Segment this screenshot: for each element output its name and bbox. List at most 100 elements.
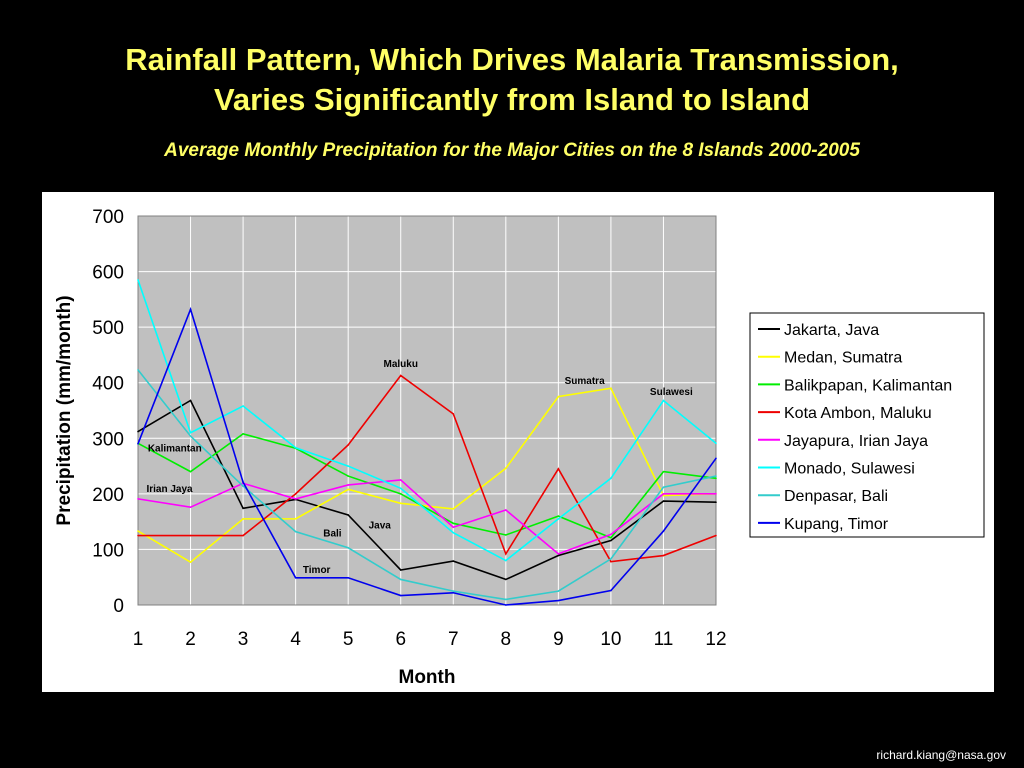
data-point	[505, 598, 507, 601]
x-tick-label: 4	[290, 629, 301, 650]
slide-title-line-1: Rainfall Pattern, Which Drives Malaria T…	[125, 42, 899, 77]
data-point	[347, 488, 349, 491]
data-point	[399, 479, 402, 481]
legend-entry: Kota Ambon, Maluku	[784, 405, 932, 422]
data-point	[137, 498, 139, 500]
data-point	[610, 533, 612, 536]
data-point	[452, 522, 455, 525]
legend-entry: Balikpapan, Kalimantan	[784, 377, 952, 394]
data-point	[715, 457, 717, 460]
data-point	[347, 444, 349, 446]
data-point	[452, 590, 455, 592]
data-point	[505, 534, 507, 536]
data-point	[347, 514, 349, 516]
plot-border	[137, 215, 717, 606]
data-point	[715, 475, 717, 477]
data-point	[399, 374, 402, 377]
data-point	[610, 539, 612, 542]
data-point	[294, 518, 297, 520]
data-point	[137, 430, 139, 433]
x-tick-label: 5	[343, 629, 354, 650]
data-point	[715, 534, 717, 537]
data-point	[557, 468, 560, 470]
data-point	[610, 477, 612, 480]
data-point	[189, 431, 192, 434]
data-point	[662, 486, 665, 488]
x-tick-label: 9	[553, 629, 564, 650]
data-point	[347, 475, 349, 477]
data-point	[347, 484, 349, 486]
annotation-label: Java	[369, 520, 392, 531]
data-point	[137, 530, 139, 532]
annotation-label: Sumatra	[565, 376, 605, 387]
legend-entry: Denpasar, Bali	[784, 488, 888, 505]
data-point	[189, 470, 192, 473]
data-point	[610, 560, 612, 563]
data-point	[452, 591, 455, 594]
data-point	[452, 413, 455, 415]
data-point	[347, 546, 349, 549]
chart-panel: 0 100 200 300 400 500 600 700 1 2 3 4 5 6 7 8 9 10 11 12 Mon…	[42, 192, 994, 692]
data-point	[505, 559, 507, 562]
data-point	[662, 530, 665, 532]
data-point	[557, 515, 560, 517]
y-tick-label: 100	[92, 540, 124, 561]
data-point	[189, 399, 192, 402]
data-point	[662, 399, 665, 402]
data-point	[294, 576, 297, 579]
data-point	[242, 485, 244, 487]
data-point	[452, 531, 455, 534]
x-tick-label: 3	[238, 629, 249, 650]
data-point	[347, 465, 349, 467]
data-point	[189, 561, 192, 564]
x-axis-title: Month	[399, 667, 456, 688]
data-point	[399, 502, 402, 505]
annotation-label: Bali	[323, 529, 342, 540]
data-point	[557, 395, 560, 398]
data-point	[557, 518, 560, 520]
annotation-label: Sulawesi	[650, 387, 693, 398]
data-point	[557, 590, 560, 592]
x-tick-label: 2	[185, 629, 196, 650]
y-tick-label: 300	[92, 429, 124, 450]
data-point	[242, 534, 244, 537]
legend-entry: Jakarta, Java	[784, 322, 879, 339]
x-tick-label: 12	[705, 629, 726, 650]
legend-entry: Monado, Sulawesi	[784, 461, 915, 478]
data-point	[294, 498, 297, 500]
y-tick-label: 200	[92, 485, 124, 506]
y-axis-title: Precipitation (mm/month)	[54, 295, 75, 525]
data-point	[715, 442, 717, 445]
data-point	[662, 554, 665, 557]
annotation-label: Irian Jaya	[146, 484, 193, 495]
author-email: richard.kiang@nasa.gov	[876, 748, 1006, 762]
data-point	[557, 554, 560, 557]
legend-entry: Jayapura, Irian Jaya	[784, 433, 928, 450]
series-line	[137, 306, 717, 606]
y-tick-label: 400	[92, 374, 124, 395]
x-tick-label: 11	[654, 629, 674, 650]
data-point	[505, 578, 507, 581]
data-point	[347, 576, 349, 579]
data-point	[399, 487, 402, 490]
data-point	[399, 594, 402, 597]
data-point	[137, 279, 139, 281]
data-point	[189, 308, 192, 311]
data-point	[662, 500, 665, 502]
series-line	[137, 369, 717, 601]
legend-entry: Kupang, Timor	[784, 516, 889, 533]
data-point	[662, 470, 665, 473]
x-tick-label: 7	[448, 629, 459, 650]
x-tick-label: 1	[133, 629, 144, 650]
data-point	[715, 493, 717, 495]
data-point	[610, 536, 612, 539]
data-point	[294, 493, 297, 495]
plot-area	[138, 216, 716, 605]
series-line	[137, 479, 716, 555]
data-point	[189, 534, 192, 537]
data-point	[137, 369, 139, 371]
data-point	[505, 604, 507, 606]
data-point	[137, 443, 139, 445]
data-point	[452, 508, 455, 510]
